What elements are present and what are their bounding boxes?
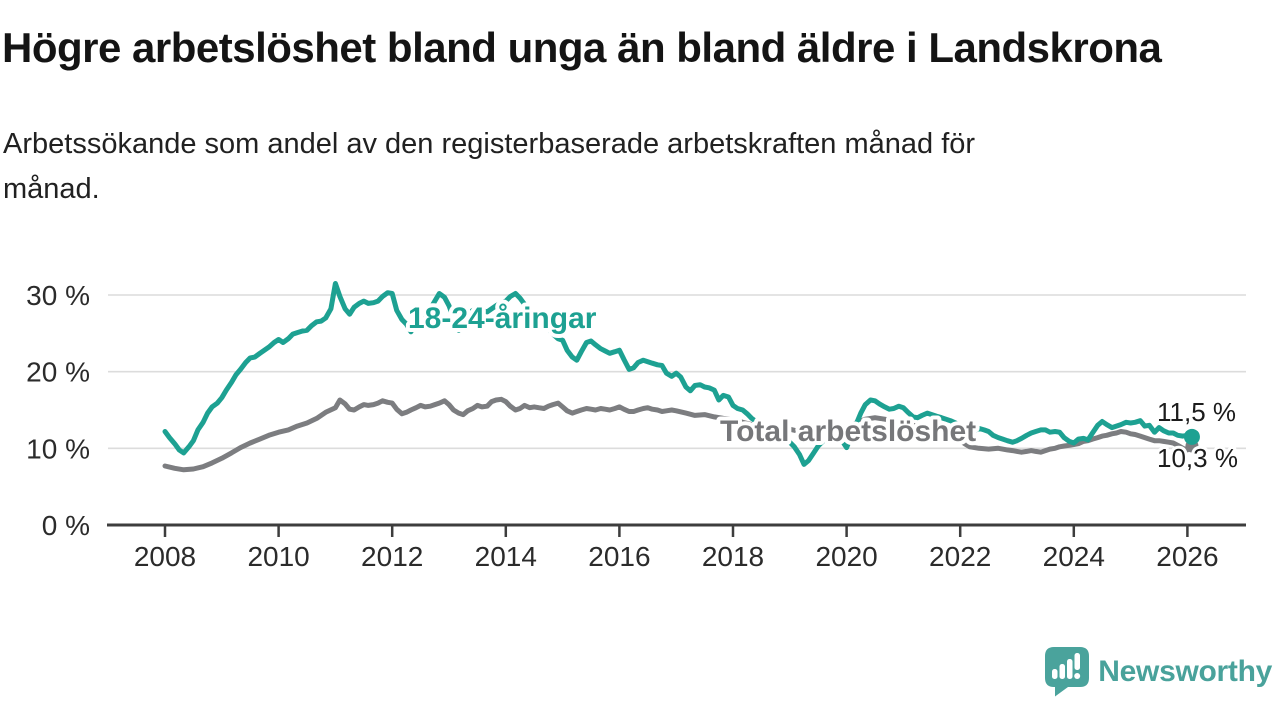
- chart-subtitle-line1: Arbetssökande som andel av den registerb…: [3, 128, 976, 160]
- newsworthy-logo-icon: [1045, 647, 1090, 697]
- y-axis-tick-label: 20 %: [26, 357, 90, 388]
- series-line-youth: [162, 281, 1195, 467]
- series-lines: [162, 281, 1200, 473]
- newsworthy-brand: Newsworthy: [1044, 646, 1272, 697]
- y-axis-tick-label: 0 %: [42, 510, 90, 541]
- x-axis-tick-label: 2012: [361, 541, 423, 572]
- series-label-total: Total arbetslöshet: [720, 415, 976, 448]
- x-axis-tick-label: 2008: [134, 541, 196, 572]
- series-label-youth: 18-24-åringar: [408, 302, 597, 335]
- x-axis-tick-label: 2024: [1043, 541, 1105, 572]
- x-axis-tick-label: 2020: [815, 541, 877, 572]
- chart-subtitle-line2: månad.: [3, 173, 100, 205]
- x-axis-tick-label: 2018: [702, 541, 764, 572]
- newsworthy-wordmark: Newsworthy: [1098, 654, 1272, 688]
- series-line-total: [162, 396, 1195, 473]
- y-axis-tick-label: 30 %: [26, 280, 90, 311]
- x-axis-tick-label: 2022: [929, 541, 991, 572]
- x-axis-tick-label: 2016: [588, 541, 650, 572]
- y-axis-tick-label: 10 %: [26, 433, 90, 464]
- x-axis-tick-label: 2014: [475, 541, 537, 572]
- chart-subtitle: Arbetssökande som andel av den registerb…: [3, 122, 1203, 212]
- end-value-label-total: 10,3 %: [1157, 443, 1238, 473]
- end-dot-youth: [1183, 428, 1200, 445]
- x-axis-tick-label: 2026: [1156, 541, 1218, 572]
- axes: 0 % 10 % 20 % 30 % 2008 2010 2012 2014 2016 2018 2…: [26, 280, 1246, 572]
- x-axis-tick-label: 2010: [247, 541, 309, 572]
- end-value-label-youth: 11,5 %: [1157, 397, 1236, 427]
- page-title: Högre arbetslöshet bland unga än bland ä…: [2, 24, 1162, 71]
